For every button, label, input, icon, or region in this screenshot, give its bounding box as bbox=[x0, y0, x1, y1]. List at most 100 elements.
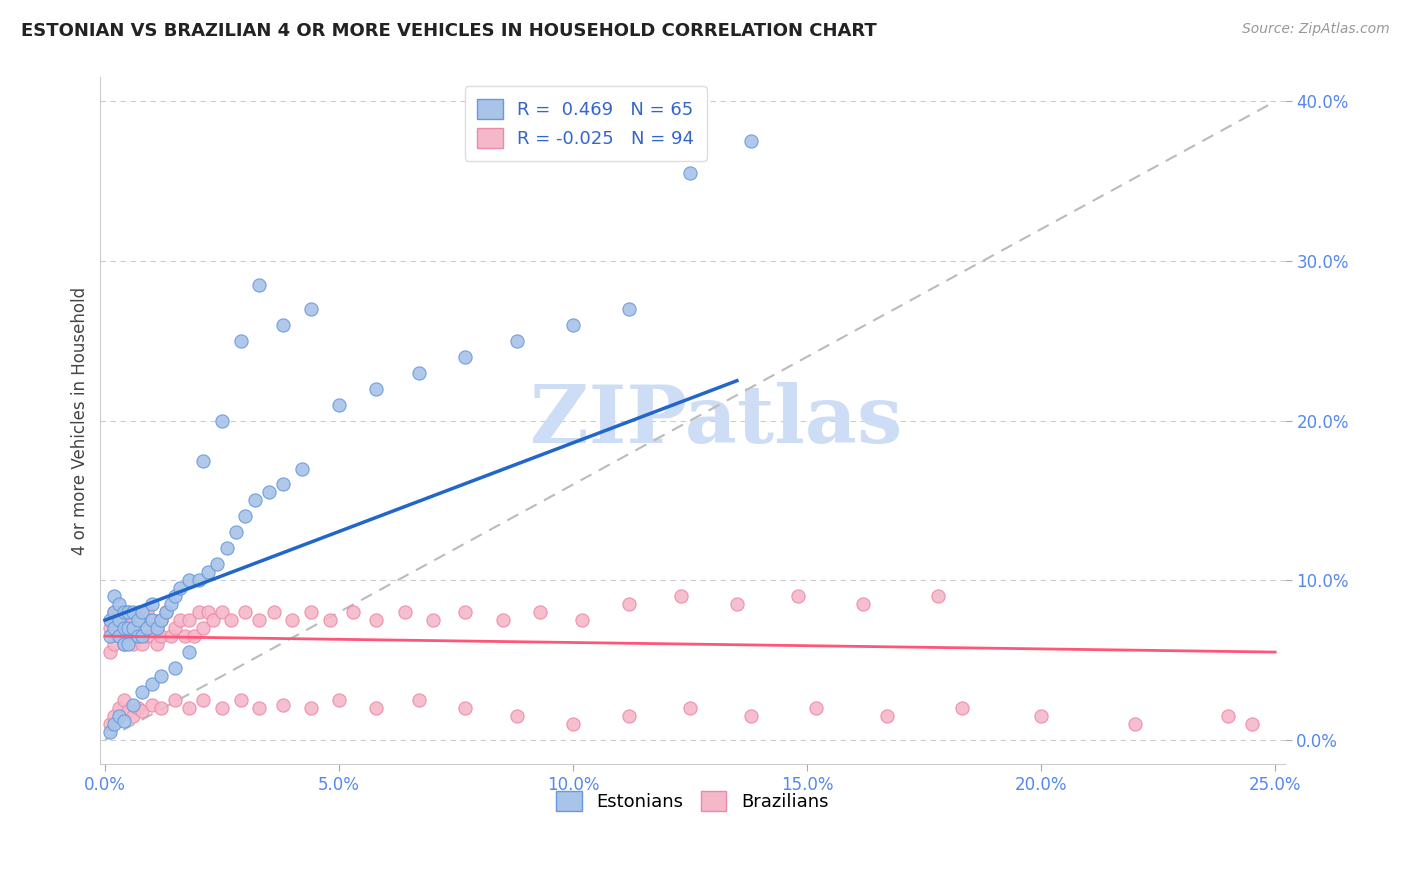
Point bbox=[271, 477, 294, 491]
Point bbox=[108, 597, 131, 611]
Point bbox=[249, 277, 271, 292]
Point bbox=[103, 621, 125, 635]
Point bbox=[169, 613, 191, 627]
Point bbox=[117, 637, 139, 651]
Point bbox=[122, 613, 145, 627]
Point bbox=[127, 605, 149, 619]
Point bbox=[249, 613, 271, 627]
Point bbox=[506, 709, 529, 723]
Point bbox=[131, 605, 153, 619]
Point bbox=[103, 717, 125, 731]
Point bbox=[117, 704, 139, 718]
Point bbox=[145, 621, 167, 635]
Point bbox=[127, 629, 149, 643]
Point bbox=[141, 677, 163, 691]
Point bbox=[122, 621, 145, 635]
Point bbox=[183, 629, 205, 643]
Point bbox=[740, 709, 762, 723]
Point bbox=[103, 709, 125, 723]
Point bbox=[108, 613, 131, 627]
Point bbox=[725, 597, 748, 611]
Point bbox=[299, 701, 322, 715]
Point bbox=[150, 613, 173, 627]
Point bbox=[852, 597, 875, 611]
Point bbox=[179, 574, 201, 588]
Point bbox=[207, 558, 229, 572]
Point bbox=[117, 621, 139, 635]
Text: ZIPatlas: ZIPatlas bbox=[530, 382, 903, 459]
Y-axis label: 4 or more Vehicles in Household: 4 or more Vehicles in Household bbox=[72, 286, 89, 555]
Point bbox=[112, 621, 135, 635]
Point bbox=[131, 613, 153, 627]
Point bbox=[108, 701, 131, 715]
Point bbox=[927, 589, 949, 603]
Point bbox=[221, 613, 243, 627]
Text: Source: ZipAtlas.com: Source: ZipAtlas.com bbox=[1241, 22, 1389, 37]
Point bbox=[193, 621, 215, 635]
Point bbox=[155, 605, 177, 619]
Point bbox=[155, 605, 177, 619]
Point bbox=[740, 134, 762, 148]
Point bbox=[408, 693, 430, 707]
Point bbox=[257, 485, 280, 500]
Text: ESTONIAN VS BRAZILIAN 4 OR MORE VEHICLES IN HOUSEHOLD CORRELATION CHART: ESTONIAN VS BRAZILIAN 4 OR MORE VEHICLES… bbox=[21, 22, 877, 40]
Point bbox=[281, 613, 304, 627]
Point bbox=[98, 725, 121, 739]
Point bbox=[103, 605, 125, 619]
Point bbox=[562, 318, 585, 332]
Point bbox=[366, 382, 388, 396]
Point bbox=[136, 605, 159, 619]
Point bbox=[145, 621, 167, 635]
Point bbox=[187, 574, 209, 588]
Point bbox=[1029, 709, 1052, 723]
Point bbox=[159, 629, 181, 643]
Point bbox=[141, 597, 163, 611]
Point bbox=[1218, 709, 1240, 723]
Point bbox=[229, 693, 252, 707]
Point bbox=[117, 629, 139, 643]
Point bbox=[679, 166, 702, 180]
Point bbox=[271, 698, 294, 712]
Point bbox=[506, 334, 529, 348]
Point bbox=[454, 701, 477, 715]
Point bbox=[211, 414, 233, 428]
Point bbox=[136, 621, 159, 635]
Point bbox=[197, 566, 219, 580]
Point bbox=[328, 693, 350, 707]
Point bbox=[103, 589, 125, 603]
Point bbox=[122, 637, 145, 651]
Point bbox=[318, 613, 340, 627]
Point bbox=[117, 605, 139, 619]
Point bbox=[108, 629, 131, 643]
Point bbox=[806, 701, 828, 715]
Point bbox=[619, 709, 641, 723]
Point bbox=[342, 605, 364, 619]
Point bbox=[131, 629, 153, 643]
Point bbox=[1240, 717, 1263, 731]
Point bbox=[112, 637, 135, 651]
Point bbox=[117, 613, 139, 627]
Point bbox=[145, 637, 167, 651]
Point bbox=[211, 701, 233, 715]
Point bbox=[299, 605, 322, 619]
Point bbox=[876, 709, 898, 723]
Point bbox=[117, 605, 139, 619]
Point bbox=[122, 709, 145, 723]
Point bbox=[112, 605, 135, 619]
Point bbox=[619, 597, 641, 611]
Point bbox=[263, 605, 285, 619]
Point bbox=[366, 613, 388, 627]
Point bbox=[454, 605, 477, 619]
Point bbox=[366, 701, 388, 715]
Point bbox=[127, 701, 149, 715]
Point bbox=[141, 613, 163, 627]
Point bbox=[235, 605, 257, 619]
Point bbox=[131, 637, 153, 651]
Point bbox=[112, 637, 135, 651]
Point bbox=[98, 613, 121, 627]
Point bbox=[141, 613, 163, 627]
Point bbox=[108, 629, 131, 643]
Point bbox=[669, 589, 692, 603]
Point bbox=[173, 629, 195, 643]
Point bbox=[98, 717, 121, 731]
